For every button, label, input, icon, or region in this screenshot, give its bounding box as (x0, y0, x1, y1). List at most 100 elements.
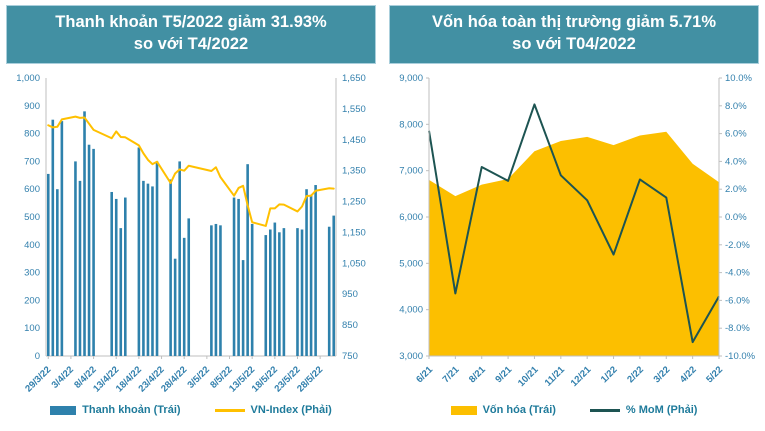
legend-item-mom: % MoM (Phải) (589, 404, 698, 416)
axis-tick-label: 1,550 (342, 104, 366, 115)
marketcap-title-line1: Vốn hóa toàn thị trường giảm 5.71% (431, 13, 717, 31)
vn-index-line (47, 115, 335, 227)
liquidity-bar (210, 225, 213, 356)
liquidity-bar (305, 189, 308, 356)
axis-tick-label: 800 (24, 129, 40, 140)
axis-tick-label: 1,250 (342, 197, 366, 208)
liquidity-bar (300, 229, 304, 356)
liquidity-bar (146, 183, 150, 356)
axis-tick-label: 2/22 (625, 364, 646, 385)
liquidity-bar (278, 232, 281, 356)
axis-tick-label: 7/21 (441, 364, 462, 385)
liquidity-bar (155, 161, 159, 356)
axis-tick-label: 9/21 (493, 364, 514, 385)
axis-tick-label: -4.0% (725, 268, 750, 279)
liquidity-bar (314, 185, 317, 356)
axis-tick-label: 700 (24, 156, 40, 167)
liquidity-bar (119, 228, 123, 356)
axis-tick-label: 9,000 (399, 73, 423, 84)
liquidity-bar (250, 223, 254, 356)
liquidity-chart: 0 100 200 300 400 500 600 700 800 900 1,000 750 850 9… (2, 66, 380, 402)
line-swatch-icon (214, 408, 245, 412)
bar-swatch-icon (50, 405, 77, 415)
liquidity-bar (114, 198, 118, 356)
liquidity-chart-svg: 0 100 200 300 400 500 600 700 800 900 1,000 750 850 9… (16, 73, 366, 395)
axis-tick-label: 0.0% (725, 212, 747, 223)
axis-tick-label: 8,000 (399, 119, 423, 130)
marketcap-chart-title: Vốn hóa toàn thị trường giảm 5.71% so vớ… (389, 5, 759, 64)
axis-tick-label: 300 (24, 268, 40, 279)
legend-item-von-hoa: Vốn hóa (Trái) (450, 404, 556, 416)
axis-tick-label: 28/5/22 (295, 364, 325, 394)
liquidity-bar (51, 119, 55, 356)
axis-tick-label: 500 (24, 212, 40, 223)
axis-tick-label: -10.0% (725, 351, 756, 362)
liquidity-chart-title: Thanh khoản T5/2022 giảm 31.93% so với T… (6, 5, 376, 64)
axis-tick-label: 1,000 (16, 73, 40, 84)
marketcap-area (429, 131, 719, 356)
marketcap-chart: 3,000 4,000 5,000 6,000 7,000 8,000 9,000 -10.0… (385, 66, 763, 402)
legend-label: Vốn hóa (Trái) (482, 404, 556, 416)
axis-tick-label: -6.0% (725, 295, 750, 306)
liquidity-bar (327, 226, 331, 356)
liquidity-bar (46, 173, 50, 356)
liquidity-panel: Thanh khoản T5/2022 giảm 31.93% so với T… (2, 0, 380, 431)
mom-line (428, 103, 720, 344)
liquidity-bar (332, 215, 336, 356)
axis-tick-label: 10/21 (516, 364, 541, 389)
liquidity-bar (87, 144, 91, 356)
axis-tick-label: 4,000 (399, 305, 423, 316)
marketcap-title-line2: so với T04/2022 (512, 35, 636, 54)
liquidity-bar (182, 237, 186, 356)
axis-tick-label: 8/21 (467, 364, 488, 385)
liquidity-bar (214, 223, 218, 356)
liquidity-bar (187, 218, 191, 356)
axis-tick-label: 1,650 (342, 73, 366, 84)
axis-tick-label: 6.0% (725, 129, 747, 140)
legend-label: % MoM (Phải) (625, 404, 698, 416)
marketcap-legend: Vốn hóa (Trái) % MoM (Phải) (385, 398, 763, 422)
axis-tick-label: 1/22 (599, 364, 620, 385)
liquidity-bar (78, 180, 82, 356)
liquidity-bar (142, 180, 145, 356)
liquidity-title-line1: Thanh khoản T5/2022 giảm 31.93% (55, 13, 327, 31)
liquidity-bar (273, 222, 277, 356)
axis-tick-label: 3,000 (399, 351, 423, 362)
axis-tick-label: 100 (24, 323, 40, 334)
liquidity-bar (269, 229, 272, 356)
liquidity-bar (246, 164, 249, 356)
liquidity-bar (264, 235, 268, 356)
axis-tick-label: 4/22 (678, 364, 699, 385)
axis-tick-label: 3/5/22 (186, 364, 212, 390)
axis-tick-label: 950 (342, 289, 358, 300)
axis-tick-label: -2.0% (725, 240, 750, 251)
axis-tick-label: 7,000 (399, 166, 423, 177)
marketcap-panel: Vốn hóa toàn thị trường giảm 5.71% so vớ… (385, 0, 763, 431)
axis-tick-label: 900 (24, 101, 40, 112)
axis-tick-label: 4.0% (725, 156, 747, 167)
liquidity-bar (219, 225, 222, 356)
axis-tick-label: -8.0% (725, 323, 750, 334)
liquidity-bar (74, 161, 77, 356)
liquidity-bar (151, 186, 154, 356)
liquidity-bar (241, 260, 245, 356)
liquidity-bar (232, 197, 236, 356)
legend-item-vnindex: VN-Index (Phải) (214, 404, 332, 416)
liquidity-legend: Thanh khoản (Trái) VN-Index (Phải) (2, 398, 380, 422)
axis-tick-label: 11/21 (543, 364, 568, 389)
axis-tick-label: 29/3/22 (23, 364, 53, 394)
marketcap-chart-svg: 3,000 4,000 5,000 6,000 7,000 8,000 9,000 -10.0… (399, 73, 756, 389)
axis-tick-label: 6,000 (399, 212, 423, 223)
axis-tick-label: 200 (24, 295, 40, 306)
axis-tick-label: 6/21 (414, 364, 435, 385)
axis-tick-label: 5/22 (704, 364, 725, 385)
liquidity-bar (237, 198, 240, 356)
axis-tick-label: 3/4/22 (50, 364, 76, 390)
axis-tick-label: 2.0% (725, 184, 747, 195)
area-swatch-icon (450, 405, 477, 415)
axis-tick-label: 28/4/22 (159, 364, 189, 394)
axis-tick-label: 0 (35, 351, 40, 362)
liquidity-bar (296, 228, 299, 356)
liquidity-bar (124, 197, 127, 356)
liquidity-bar (110, 191, 113, 356)
